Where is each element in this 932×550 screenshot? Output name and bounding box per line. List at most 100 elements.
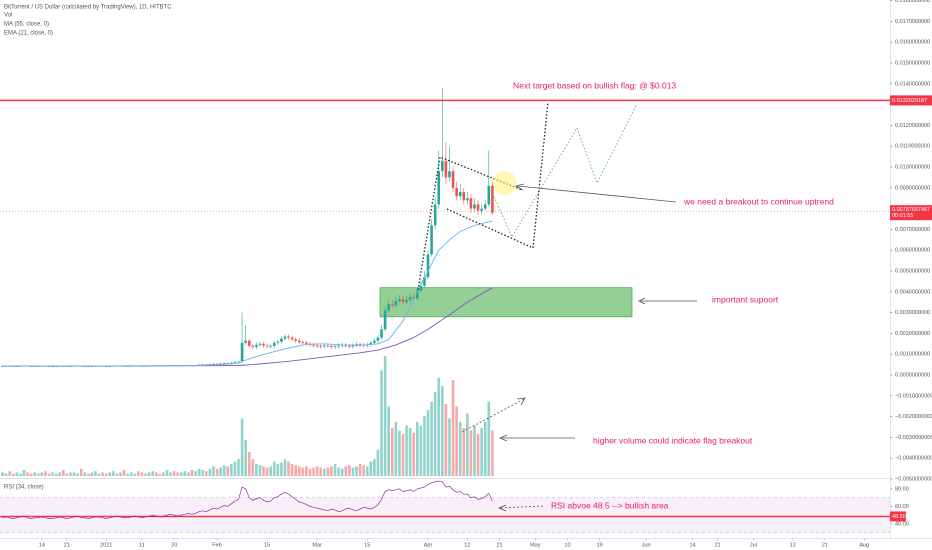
candle-body xyxy=(36,366,40,367)
rsi-band xyxy=(0,497,890,533)
candle-body xyxy=(433,204,437,226)
target-label: 0.0132029187 xyxy=(892,98,927,104)
volume-bar xyxy=(308,468,312,476)
volume-bar xyxy=(437,377,441,476)
volume-bar xyxy=(358,464,362,476)
volume-bar xyxy=(412,432,416,476)
volume-bar xyxy=(165,470,169,476)
candle-body xyxy=(369,342,373,345)
candle-body xyxy=(258,343,262,345)
x-tick-label: 2021 xyxy=(100,542,112,548)
rsi-tick-label: 60.00 xyxy=(895,504,909,510)
candle-body xyxy=(444,160,448,178)
candle-body xyxy=(269,345,272,347)
y-tick-label: 0.0170000000 xyxy=(895,19,930,25)
volume-bar xyxy=(215,468,219,476)
volume-bar xyxy=(169,472,172,476)
volume-bar xyxy=(448,418,451,476)
volume-bar xyxy=(79,468,83,476)
volume-bar xyxy=(405,425,408,476)
volume-bar xyxy=(201,470,205,476)
volume-bar xyxy=(469,430,473,476)
volume-bar xyxy=(94,471,97,476)
y-tick-label: 0.0140000000 xyxy=(895,81,930,87)
volume-bar xyxy=(119,472,122,476)
candle-body xyxy=(337,345,340,347)
candle-body xyxy=(476,204,480,211)
volume-bar xyxy=(133,473,137,476)
volume-bar xyxy=(101,472,104,476)
candle-body xyxy=(108,366,112,367)
candle-body xyxy=(462,191,466,201)
volume-bar xyxy=(305,466,308,476)
volume-bar xyxy=(383,356,387,476)
volume-bar xyxy=(233,461,237,476)
volume-bar xyxy=(176,472,180,476)
x-tick-label: Aug xyxy=(859,542,869,548)
volume-bar xyxy=(458,422,462,476)
projection-line xyxy=(490,103,638,239)
volume-bar xyxy=(365,466,369,476)
x-tick-label: 15 xyxy=(364,542,370,548)
volume-bar xyxy=(97,473,101,476)
y-tick-label: −0.0020000000 xyxy=(895,414,932,420)
last-price-countdown: 00:01:55 xyxy=(892,213,913,219)
legend-entry: MA (55, close, 0) xyxy=(4,22,49,28)
candle-body xyxy=(65,366,69,367)
volume-bar xyxy=(179,472,183,476)
candle-body xyxy=(54,366,58,367)
volume-bar xyxy=(76,473,79,476)
annotations: Next target based on bullish flag: @ $0.… xyxy=(4,5,834,512)
candle-body xyxy=(1,366,4,367)
x-tick-label: 15 xyxy=(264,542,270,548)
volume-bar xyxy=(240,418,244,476)
volume-label: Vol xyxy=(4,13,12,19)
volume-bar xyxy=(83,472,87,476)
annotation: important supoort xyxy=(712,294,779,304)
y-tick-label: 0.0160000000 xyxy=(895,40,930,46)
candle-body xyxy=(423,277,426,286)
candle-body xyxy=(448,171,451,178)
candle-body xyxy=(390,304,394,306)
volume-bar xyxy=(430,401,433,476)
ma-line xyxy=(2,287,493,367)
x-tick-label: Jul xyxy=(750,542,757,548)
volume-bar xyxy=(208,468,212,476)
volume-bar xyxy=(137,471,140,476)
volume-bar xyxy=(230,464,233,476)
y-tick-label: 0.0050000000 xyxy=(895,268,930,274)
volume-bar xyxy=(376,449,380,476)
y-tick-label: 0.0070000000 xyxy=(895,227,930,233)
volume-bar xyxy=(22,470,26,476)
volume-bar xyxy=(369,461,373,476)
candle-body xyxy=(480,208,483,211)
x-tick-label: 21 xyxy=(496,542,502,548)
x-tick-label: 12 xyxy=(790,542,796,548)
volume-bar xyxy=(72,472,76,476)
candle-body xyxy=(373,340,376,343)
volume-bar xyxy=(147,472,151,476)
candle-body xyxy=(29,366,33,367)
volume-bar xyxy=(172,471,176,476)
volume-bar xyxy=(183,471,187,476)
x-tick-label: Feb xyxy=(212,542,221,548)
volume-bar xyxy=(433,392,437,476)
candle-body xyxy=(251,345,255,347)
candle-body xyxy=(222,362,226,364)
volume-bar xyxy=(301,467,305,476)
volume-bar xyxy=(351,467,355,476)
candle-body xyxy=(90,366,94,367)
volume-bar xyxy=(373,459,376,476)
volume-bar xyxy=(280,462,283,476)
candle-body xyxy=(348,345,351,347)
volume-bar xyxy=(441,386,444,476)
candle-body xyxy=(458,191,462,197)
volume-bar xyxy=(112,471,115,476)
volume-bar xyxy=(297,466,301,476)
volume-bar xyxy=(122,470,126,476)
x-tick-label: 10 xyxy=(564,542,570,548)
arrow-head xyxy=(514,183,525,191)
y-tick-label: 0.0090000000 xyxy=(895,185,930,191)
arrow xyxy=(499,505,544,509)
